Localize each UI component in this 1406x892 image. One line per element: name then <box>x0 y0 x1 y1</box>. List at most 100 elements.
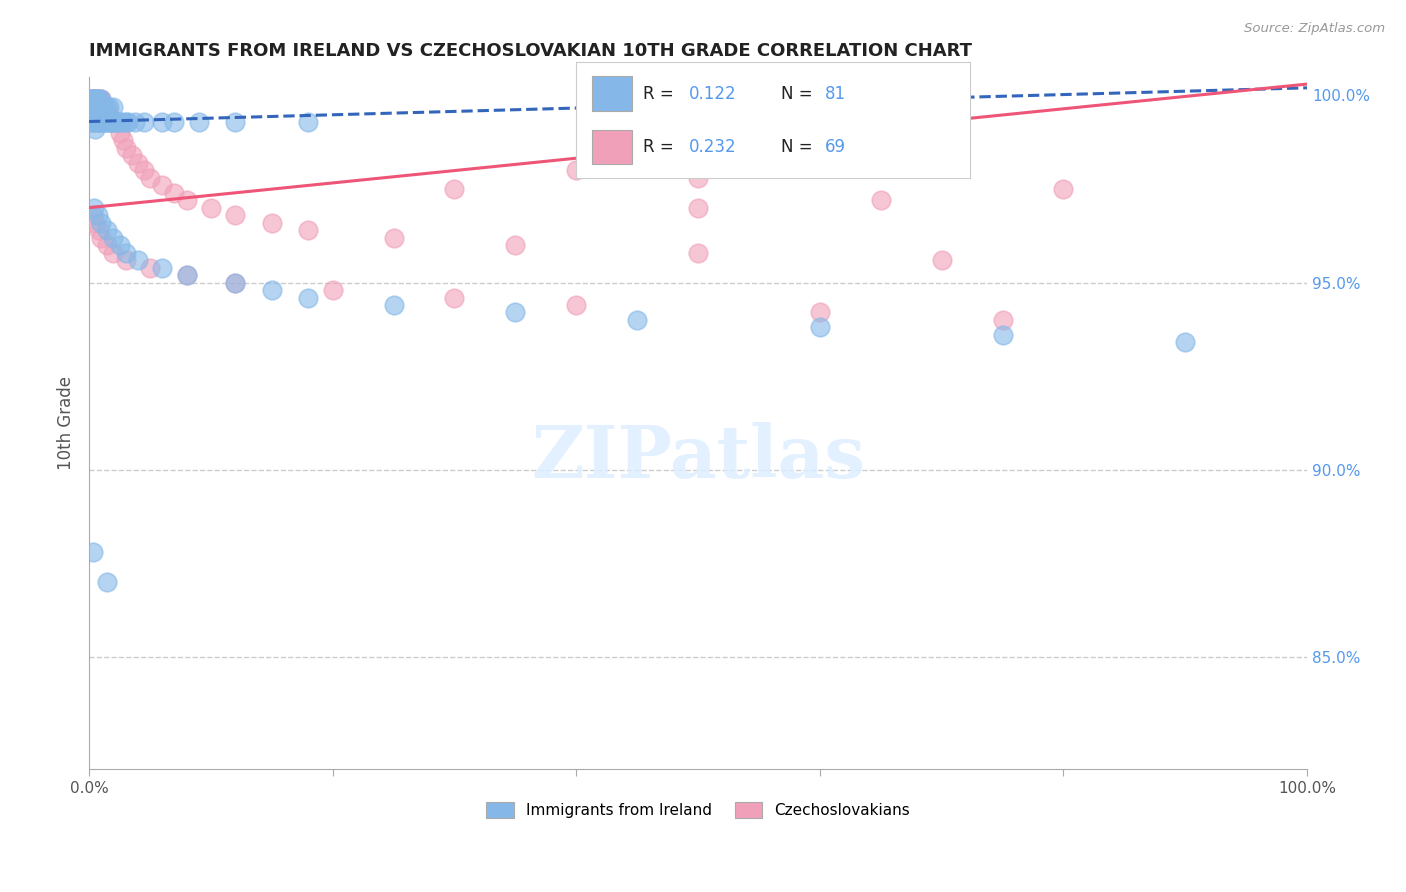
Point <box>108 238 131 252</box>
Text: 69: 69 <box>824 138 845 156</box>
Point <box>82 99 104 113</box>
Point <box>224 114 246 128</box>
Point <box>1174 335 1197 350</box>
Point <box>443 182 465 196</box>
Point <box>86 92 108 106</box>
Point <box>90 114 112 128</box>
Point <box>87 114 110 128</box>
Point <box>200 201 222 215</box>
Text: N =: N = <box>782 138 818 156</box>
Point <box>79 99 101 113</box>
Point <box>83 201 105 215</box>
Point <box>117 114 139 128</box>
Point <box>104 114 127 128</box>
Point <box>89 99 111 113</box>
Point <box>79 103 101 118</box>
Point <box>443 291 465 305</box>
Point <box>86 99 108 113</box>
Point <box>87 99 110 113</box>
Point <box>97 114 120 128</box>
Point <box>114 141 136 155</box>
Point <box>91 107 114 121</box>
Point <box>931 253 953 268</box>
Point <box>114 253 136 268</box>
Text: 0.232: 0.232 <box>689 138 737 156</box>
Point <box>686 201 709 215</box>
Point <box>163 114 186 128</box>
Point <box>84 92 107 106</box>
Point <box>132 163 155 178</box>
Point <box>869 193 891 207</box>
Point <box>96 99 118 113</box>
Point <box>176 268 198 282</box>
Point <box>80 92 103 106</box>
Point <box>163 186 186 200</box>
Point <box>297 114 319 128</box>
Point <box>94 107 117 121</box>
Point <box>808 320 831 334</box>
Point <box>90 216 112 230</box>
Text: 81: 81 <box>824 85 845 103</box>
Text: ZIPatlas: ZIPatlas <box>531 422 865 493</box>
Point <box>297 291 319 305</box>
Point <box>103 230 125 244</box>
Point <box>86 114 108 128</box>
Point <box>108 126 131 140</box>
Point <box>93 114 115 128</box>
Point <box>97 99 120 113</box>
Point <box>84 103 107 118</box>
Point <box>132 114 155 128</box>
Point <box>79 92 101 106</box>
Point <box>82 114 104 128</box>
Point <box>89 92 111 106</box>
Point <box>112 114 135 128</box>
Point <box>90 92 112 106</box>
Point <box>86 208 108 222</box>
Text: 0.122: 0.122 <box>689 85 737 103</box>
Point <box>97 107 120 121</box>
Point <box>83 114 105 128</box>
Point <box>90 99 112 113</box>
Point <box>108 114 131 128</box>
Point <box>82 99 104 113</box>
Point <box>86 92 108 106</box>
Point <box>100 114 122 128</box>
Point <box>82 208 104 222</box>
Point <box>103 245 125 260</box>
Point <box>94 99 117 113</box>
Point <box>80 92 103 106</box>
Point <box>86 92 108 106</box>
Point <box>84 107 107 121</box>
Point <box>93 99 115 113</box>
Point <box>87 92 110 106</box>
Point <box>382 298 405 312</box>
Point <box>127 253 149 268</box>
Point <box>626 313 648 327</box>
Point <box>82 92 104 106</box>
Text: Source: ZipAtlas.com: Source: ZipAtlas.com <box>1244 22 1385 36</box>
Point <box>84 122 107 136</box>
Point <box>565 163 588 178</box>
Point <box>114 114 136 128</box>
FancyBboxPatch shape <box>592 77 631 112</box>
Point <box>87 92 110 106</box>
Point <box>176 268 198 282</box>
Point <box>224 208 246 222</box>
Point <box>686 170 709 185</box>
Point <box>96 575 118 590</box>
Point <box>105 114 128 128</box>
Point <box>90 230 112 244</box>
Point <box>94 114 117 128</box>
Point <box>150 114 173 128</box>
Point <box>82 114 104 128</box>
Point <box>1052 182 1074 196</box>
Point <box>96 107 118 121</box>
Point <box>382 230 405 244</box>
Point <box>260 283 283 297</box>
Point <box>91 99 114 113</box>
Point <box>176 193 198 207</box>
Point <box>84 99 107 113</box>
Y-axis label: 10th Grade: 10th Grade <box>58 376 75 470</box>
Point <box>86 114 108 128</box>
Point <box>86 99 108 113</box>
